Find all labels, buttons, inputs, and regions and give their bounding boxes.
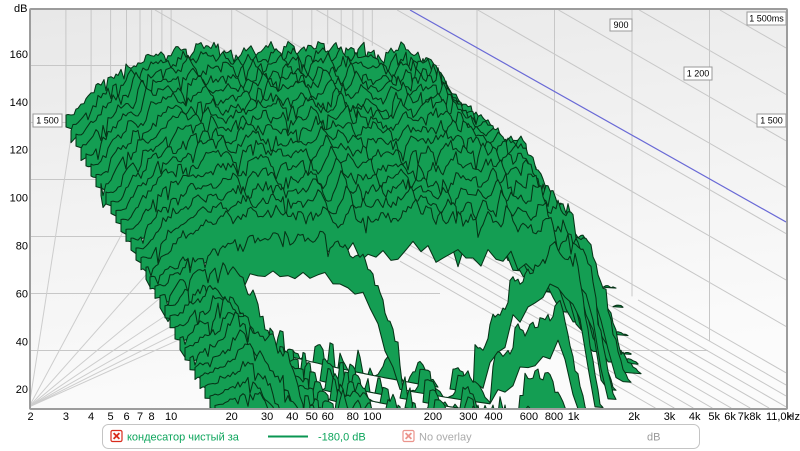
svg-text:4k: 4k [689, 411, 701, 423]
svg-text:140: 140 [10, 97, 28, 109]
svg-text:20: 20 [16, 384, 28, 396]
svg-text:dB: dB [14, 3, 27, 15]
svg-text:8k: 8k [749, 411, 761, 423]
svg-text:-180,0 dB: -180,0 dB [318, 432, 366, 444]
svg-text:2k: 2k [628, 411, 640, 423]
svg-text:dB: dB [647, 432, 660, 444]
svg-text:1 500: 1 500 [36, 116, 59, 126]
svg-text:1 500ms: 1 500ms [749, 14, 784, 24]
svg-text:20: 20 [226, 411, 238, 423]
svg-text:80: 80 [16, 241, 28, 253]
svg-text:900: 900 [613, 20, 628, 30]
svg-text:No overlay: No overlay [419, 432, 472, 444]
svg-text:800: 800 [545, 411, 563, 423]
svg-text:5k: 5k [708, 411, 720, 423]
svg-text:1 500: 1 500 [760, 116, 783, 126]
svg-text:100: 100 [10, 193, 28, 205]
svg-text:2: 2 [27, 411, 33, 423]
svg-text:6k: 6k [724, 411, 736, 423]
svg-text:50: 50 [306, 411, 318, 423]
svg-text:40: 40 [16, 336, 28, 348]
svg-text:120: 120 [10, 145, 28, 157]
svg-text:1k: 1k [568, 411, 580, 423]
svg-text:8: 8 [149, 411, 155, 423]
svg-text:600: 600 [520, 411, 538, 423]
svg-text:11,0k: 11,0k [766, 411, 793, 423]
svg-text:5: 5 [108, 411, 114, 423]
svg-text:4: 4 [88, 411, 94, 423]
svg-text:6: 6 [123, 411, 129, 423]
svg-text:7k: 7k [738, 411, 750, 423]
svg-text:1 200: 1 200 [687, 69, 710, 79]
svg-text:10: 10 [165, 411, 177, 423]
svg-text:3: 3 [63, 411, 69, 423]
svg-text:кондесатор чистый за: кондесатор чистый за [127, 432, 240, 444]
svg-text:7: 7 [137, 411, 143, 423]
svg-text:60: 60 [322, 411, 334, 423]
svg-text:160: 160 [10, 49, 28, 61]
svg-text:400: 400 [484, 411, 502, 423]
svg-text:30: 30 [261, 411, 273, 423]
svg-text:Hz: Hz [787, 411, 800, 423]
svg-text:80: 80 [347, 411, 359, 423]
svg-text:200: 200 [424, 411, 442, 423]
svg-text:40: 40 [286, 411, 298, 423]
svg-text:3k: 3k [664, 411, 676, 423]
svg-text:60: 60 [16, 288, 28, 300]
svg-text:100: 100 [363, 411, 381, 423]
svg-text:300: 300 [459, 411, 477, 423]
